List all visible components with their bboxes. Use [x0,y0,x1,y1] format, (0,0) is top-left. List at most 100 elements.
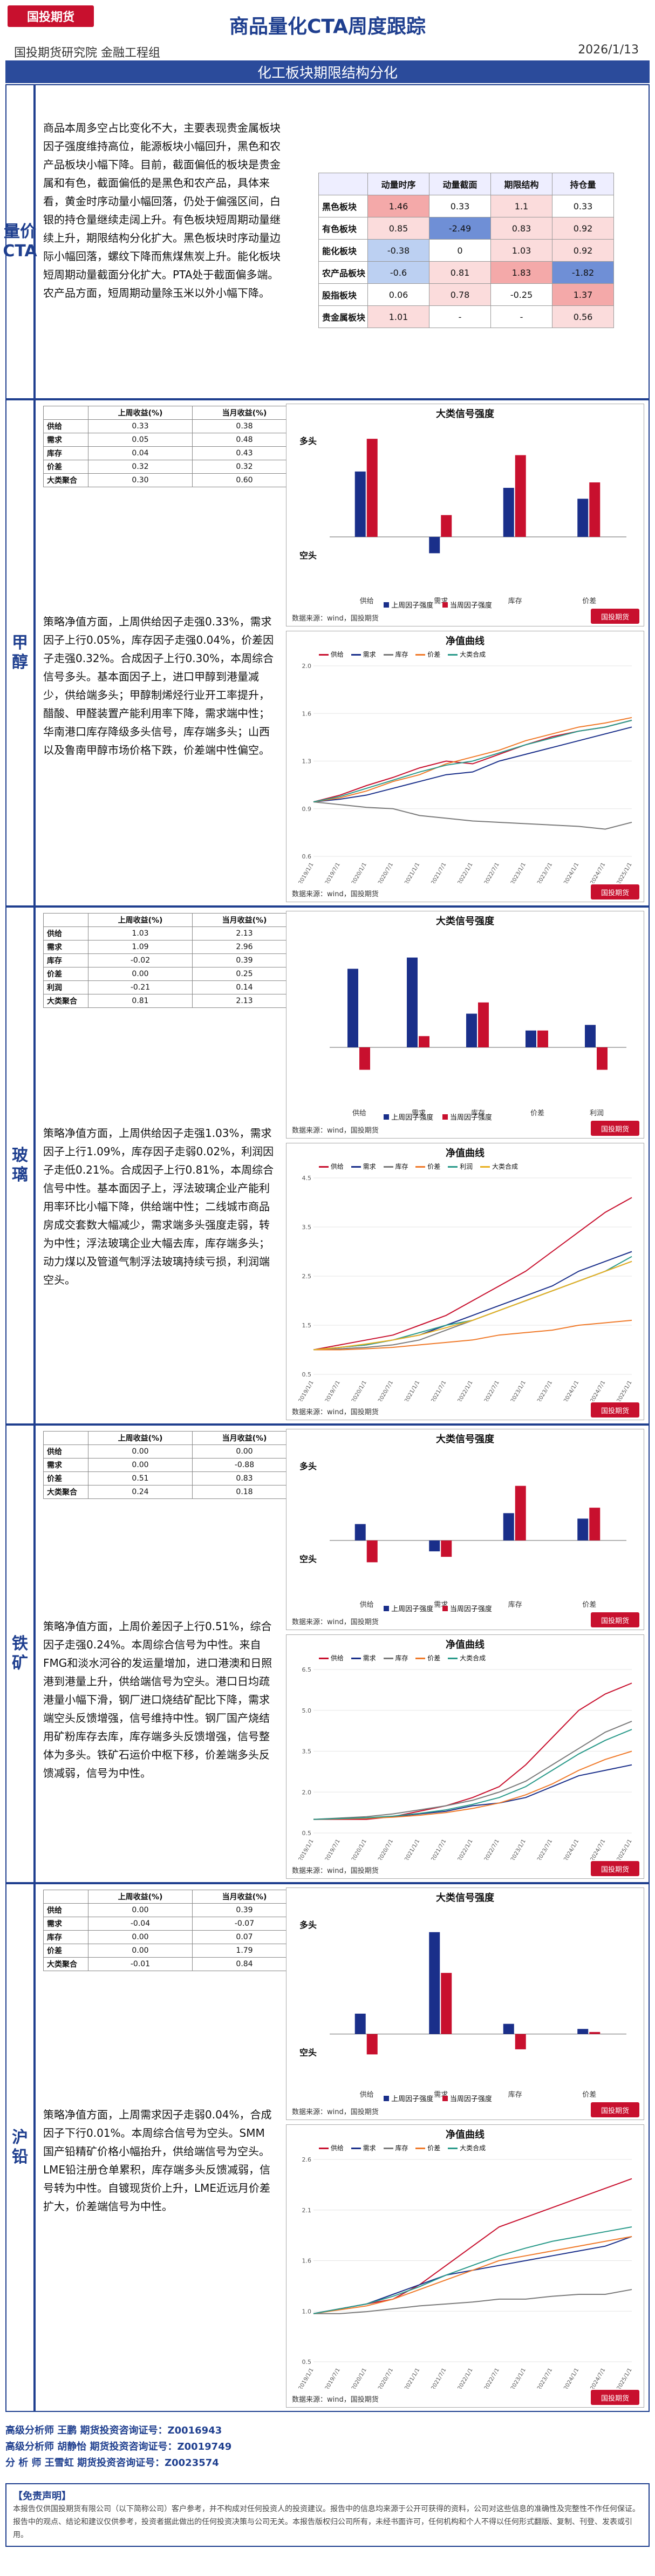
bar-legend: 上周因子强度 当周因子强度 [384,1603,492,1613]
returns-table-header: 当月收益(%) [192,1890,297,1904]
table-row: 大类聚合 0.24 0.18 [43,1485,297,1499]
table-cell: -0.02 [88,953,193,967]
page-subtitle: 国投期货研究院 金融工程组 [14,46,160,60]
y-tick-label: 2.6 [302,2156,312,2163]
x-tick-label: 2020/1/1 [351,2367,368,2389]
x-tick-label: 2023/1/1 [510,1838,527,1860]
legend-item: 上周因子强度 [391,1605,434,1613]
returns-table-lead: 上周收益(%) 当月收益(%) 供给 0.00 0.39 需求 -0.04 -0.07 库存 0.… [43,1890,297,1971]
x-tick-label: 2025/1/1 [616,2367,633,2389]
analyst-line: 高级分析师 王鹏 期货投资咨询证号：Z0016943 [5,2425,222,2436]
category-label: 利润 [590,1109,604,1117]
legend-item: 价差 [415,2144,440,2152]
table-cell: 0.51 [88,1471,193,1485]
legend-item: 当周因子强度 [449,1605,492,1613]
legend-item: 需求 [351,1163,376,1170]
legend-item: 供给 [319,1654,344,1662]
legend-item: 库存 [383,1654,408,1662]
legend-item: 库存 [383,1163,408,1170]
section-panel-glass [35,907,650,1425]
returns-table-iron: 上周收益(%) 当月收益(%) 供给 0.00 0.00 需求 0.00 -0.88 价差 0.5… [43,1431,297,1499]
table-cell: 0.25 [192,967,297,981]
table-row: 价差 0.51 0.83 [43,1471,297,1485]
table-cell: 供给 [43,926,88,941]
table-cell: 0.39 [192,1903,297,1917]
y-tick-label: 0.6 [302,853,312,860]
chart-title: 大类信号强度 [436,916,494,927]
x-tick-label: 2019/1/1 [298,1838,315,1860]
legend-item: 上周因子强度 [391,2095,434,2103]
bar-需求-1 [419,1036,429,1047]
category-label: 价差 [582,2091,596,2099]
table-cell: 0.32 [192,460,297,474]
category-label: 价差 [582,1601,596,1609]
table-row: 农产品板块 -0.6 0.81 1.83 -1.82 [318,261,615,284]
chart-logo: 国投期货 [591,1121,639,1136]
table-cell: 供给 [43,419,88,433]
category-label: 供给 [352,1109,366,1117]
table-row: 库存 0.04 0.43 [43,446,297,460]
strategy-text-iron: 策略净值方面，上周价差因子上行0.51%，综合因子走强0.24%。本周综合信号为… [43,1620,272,1780]
bar-库存-0 [503,488,514,537]
category-label: 库存 [508,2090,522,2099]
table-cell: 1.79 [192,1944,297,1958]
series-line-供给 [313,1197,632,1351]
x-tick-label: 2023/7/1 [536,1838,554,1860]
table-cell: 利润 [43,980,88,994]
section-panel-lead [35,1883,650,2412]
table-cell: 0.84 [192,1957,297,1971]
bar-供给-1 [366,439,378,537]
bar-供给-1 [366,2034,378,2055]
series-line-价差 [313,2236,632,2314]
legend-item: 价差 [415,651,440,658]
table-cell: 0.83 [192,1471,297,1485]
legend-item: 需求 [351,1654,376,1662]
bar-利润-1 [597,1047,608,1070]
x-tick-label: 2022/7/1 [483,862,501,883]
table-cell: 0.00 [88,1944,193,1958]
table-cell: 库存 [43,953,88,967]
x-tick-label: 2024/7/1 [589,1838,606,1860]
cta-table-header: 期限结构 [490,173,553,195]
returns-table-header [43,406,88,420]
table-cell: 0.00 [192,1444,297,1459]
axis-label-long: 多头 [299,436,317,446]
table-cell: 0.30 [88,473,193,487]
bar-价差-0 [577,499,589,537]
table-cell: 0.81 [88,994,193,1008]
bar-legend: 上周因子强度 当周因子强度 [384,599,492,610]
legend-item: 供给 [319,2144,344,2152]
table-cell: 1.03 [490,239,553,262]
chart-logo: 国投期货 [591,1402,639,1418]
bar-库存-0 [503,2023,514,2034]
series-line-大类合成 [313,719,632,803]
y-tick-label: 2.0 [302,663,312,670]
table-cell: 0.00 [88,1930,193,1944]
returns-table-header [43,1431,88,1445]
x-tick-label: 2025/1/1 [616,1380,633,1401]
chart-logo: 国投期货 [591,2390,639,2405]
series-line-大类合成 [313,2226,632,2314]
x-tick-label: 2023/1/1 [510,2367,527,2389]
table-row: 库存 0.00 0.07 [43,1930,297,1944]
report-date: 2026/1/13 [578,43,639,57]
table-cell: 1.09 [88,940,193,954]
table-cell: 0.48 [192,433,297,447]
line-legend: 供给 需求 库存 价差 大类合成 [319,650,493,659]
returns-table-header [43,913,88,927]
analyst-line: 分 析 师 王雪虹 期货投资咨询证号：Z0023574 [5,2457,219,2469]
x-tick-label: 2022/1/1 [457,1838,474,1860]
returns-table-header: 当月收益(%) [192,406,297,420]
table-cell: 大类聚合 [43,994,88,1008]
chart-title: 净值曲线 [446,1148,485,1159]
x-tick-label: 2022/1/1 [457,862,474,883]
table-cell: 2.13 [192,994,297,1008]
x-tick-label: 2024/1/1 [563,1380,580,1401]
disclaimer-box: 【免责声明】 本报告仅供国投期货有限公司（以下简称公司）客户参考，并不构成对任何… [5,2483,650,2547]
table-cell: 0.43 [192,446,297,460]
x-tick-label: 2023/7/1 [536,1380,554,1401]
bar-供给-1 [366,1540,378,1563]
legend-item: 大类合成 [448,1654,486,1662]
legend-item: 利润 [448,1163,473,1170]
company-logo: 国投期货 [8,5,94,27]
